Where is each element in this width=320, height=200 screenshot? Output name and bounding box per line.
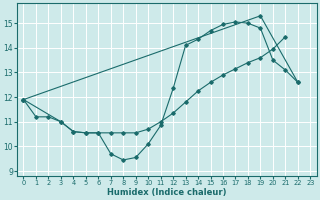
X-axis label: Humidex (Indice chaleur): Humidex (Indice chaleur)	[107, 188, 227, 197]
